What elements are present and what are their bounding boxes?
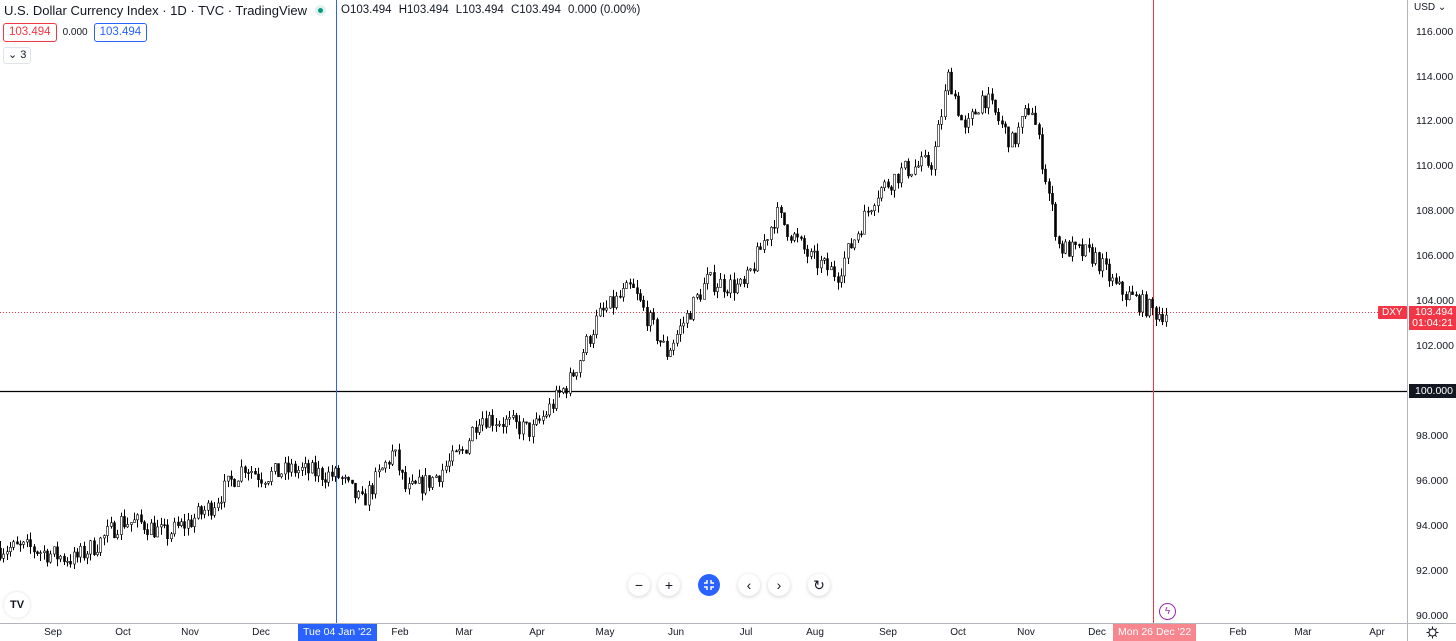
lightning-event-icon[interactable]: ϟ [1159,603,1176,620]
minus-icon: − [634,577,644,593]
price-label: 92.000 [1416,564,1449,577]
time-label: Aug [806,627,824,638]
current-date-badge: Mon 26 Dec '22 [1113,624,1197,641]
price-label: 116.000 [1416,25,1454,38]
chart-plot-area[interactable]: U.S. Dollar Currency Index · 1D · TVC · … [0,0,1407,623]
scroll-left-button[interactable]: ‹ [738,574,760,596]
price-label: 102.000 [1416,340,1454,353]
currency-selector[interactable]: USD ⌄ [1414,2,1447,13]
time-label: Dec [1088,627,1106,638]
countdown-value: 01:04:21 [1412,317,1453,329]
low-value: L103.494 [455,4,504,16]
zoom-out-button[interactable]: − [628,574,650,596]
change-value: 0.000 (0.00%) [568,4,641,16]
buy-button[interactable]: 103.494 [93,23,148,42]
price-label: 104.000 [1416,295,1454,308]
gear-icon [1426,626,1438,639]
high-value: H103.494 [398,4,449,16]
indicators-toggle[interactable]: ⌄ 3 [3,47,32,64]
price-axis[interactable]: USD ⌄ 116.000 114.000 112.000 110.000 108.00… [1407,0,1456,623]
price-label: 112.000 [1416,115,1454,128]
chevron-left-icon: ‹ [746,577,752,593]
time-label: Jun [667,627,685,638]
time-label: Oct [950,627,966,638]
spread-value: 0.000 [62,27,88,38]
symbol-price-tag: DXY [1378,306,1407,319]
symbol-title[interactable]: U.S. Dollar Currency Index · 1D · TVC · … [4,3,307,18]
price-label: 90.000 [1416,609,1449,622]
plus-icon: + [664,577,674,593]
time-label: Nov [181,627,199,638]
time-label: Sep [879,627,897,638]
price-label: 110.000 [1416,160,1454,173]
price-label: 98.000 [1416,429,1449,442]
chevron-down-icon: ⌄ [8,49,18,61]
chevron-right-icon: › [776,577,782,593]
sell-button[interactable]: 103.494 [3,23,57,42]
time-axis[interactable]: Sep Oct Nov Dec Feb Mar Apr May Jun Jul Aug Sep Oct N… [0,623,1407,641]
time-label: Mar [455,627,473,638]
price-label: 106.000 [1416,250,1454,263]
ohlc-values: O103.494 H103.494 L103.494 C103.494 0.00… [341,4,644,16]
time-label: Apr [1369,627,1385,638]
price-label: 114.000 [1416,70,1454,83]
indicators-count: 3 [20,49,27,61]
time-label: May [595,627,615,638]
tradingview-logo[interactable]: TV [4,592,30,618]
crosshair-date-badge: Tue 04 Jan '22 [298,624,377,641]
last-price-badge: 103.494 01:04:21 [1409,306,1456,330]
time-label: Feb [391,627,409,638]
price-label: 108.000 [1416,205,1454,218]
last-price-value: 103.494 [1415,306,1453,318]
time-label: Mar [1294,627,1312,638]
reset-chart-button[interactable]: ↻ [808,574,830,596]
price-label: 96.000 [1416,474,1449,487]
zoom-in-button[interactable]: + [658,574,680,596]
time-label: Feb [1229,627,1247,638]
chevron-down-icon: ⌄ [1437,2,1447,13]
time-label: Sep [44,627,62,638]
scroll-right-button[interactable]: › [768,574,790,596]
collapse-icon [704,580,714,590]
trade-buttons: 103.494 0.000 103.494 [3,23,148,42]
hline-price-badge: 100.000 [1409,384,1456,398]
time-label: Apr [529,627,545,638]
close-value: C103.494 [510,4,561,16]
market-status-icon[interactable] [315,5,326,16]
settings-button[interactable] [1407,623,1456,641]
reset-scale-button[interactable] [698,574,720,596]
open-value: O103.494 [341,4,392,16]
time-label: Dec [252,627,270,638]
reset-icon: ↻ [813,576,825,593]
time-label: Oct [115,627,131,638]
candlestick-series[interactable] [0,0,1407,623]
time-label: Nov [1017,627,1035,638]
price-label: 94.000 [1416,519,1449,532]
time-label: Jul [739,627,753,638]
